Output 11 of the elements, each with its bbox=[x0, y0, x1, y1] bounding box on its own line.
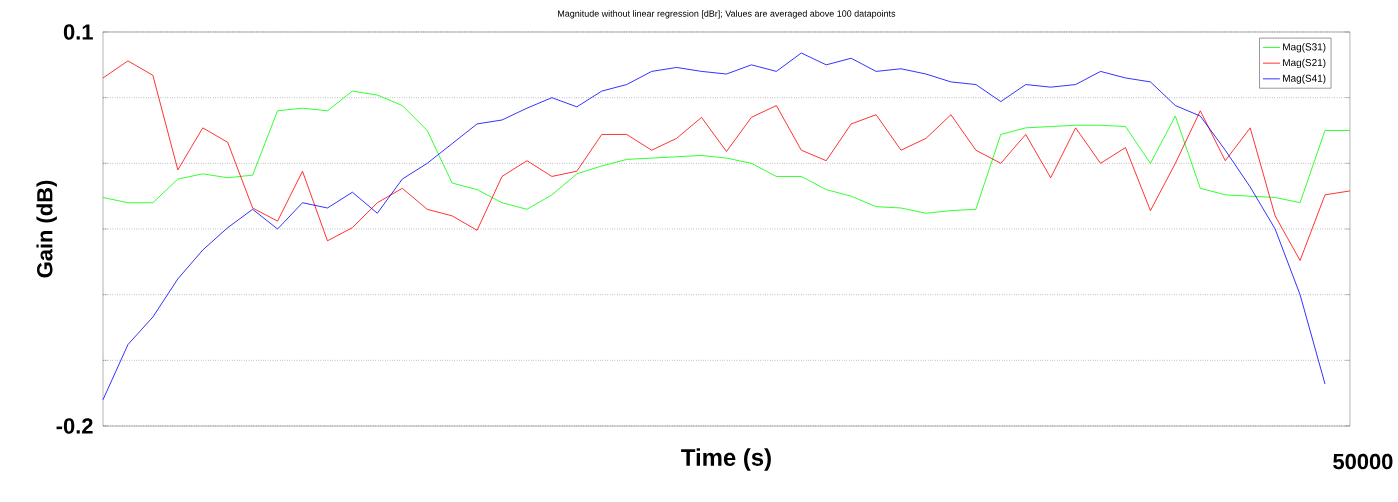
legend-label: Mag(S31) bbox=[1283, 43, 1326, 53]
x-axis-title: Time (s) bbox=[681, 448, 771, 471]
y-tick-label: -0.2 bbox=[56, 418, 93, 434]
y-axis-title: Gain (dB) bbox=[36, 180, 57, 278]
line-series bbox=[102, 52, 1326, 401]
line-series bbox=[102, 60, 1351, 261]
y-tick-label: 0.1 bbox=[63, 24, 93, 40]
legend-label: Mag(S21) bbox=[1283, 58, 1326, 69]
text: 50000 bbox=[1333, 453, 1393, 470]
chart-title: Magnitude without linear regression [dBr]; Values are averaged above 100 datapoints bbox=[558, 10, 896, 19]
legend-label: Mag(S41) bbox=[1283, 74, 1326, 84]
